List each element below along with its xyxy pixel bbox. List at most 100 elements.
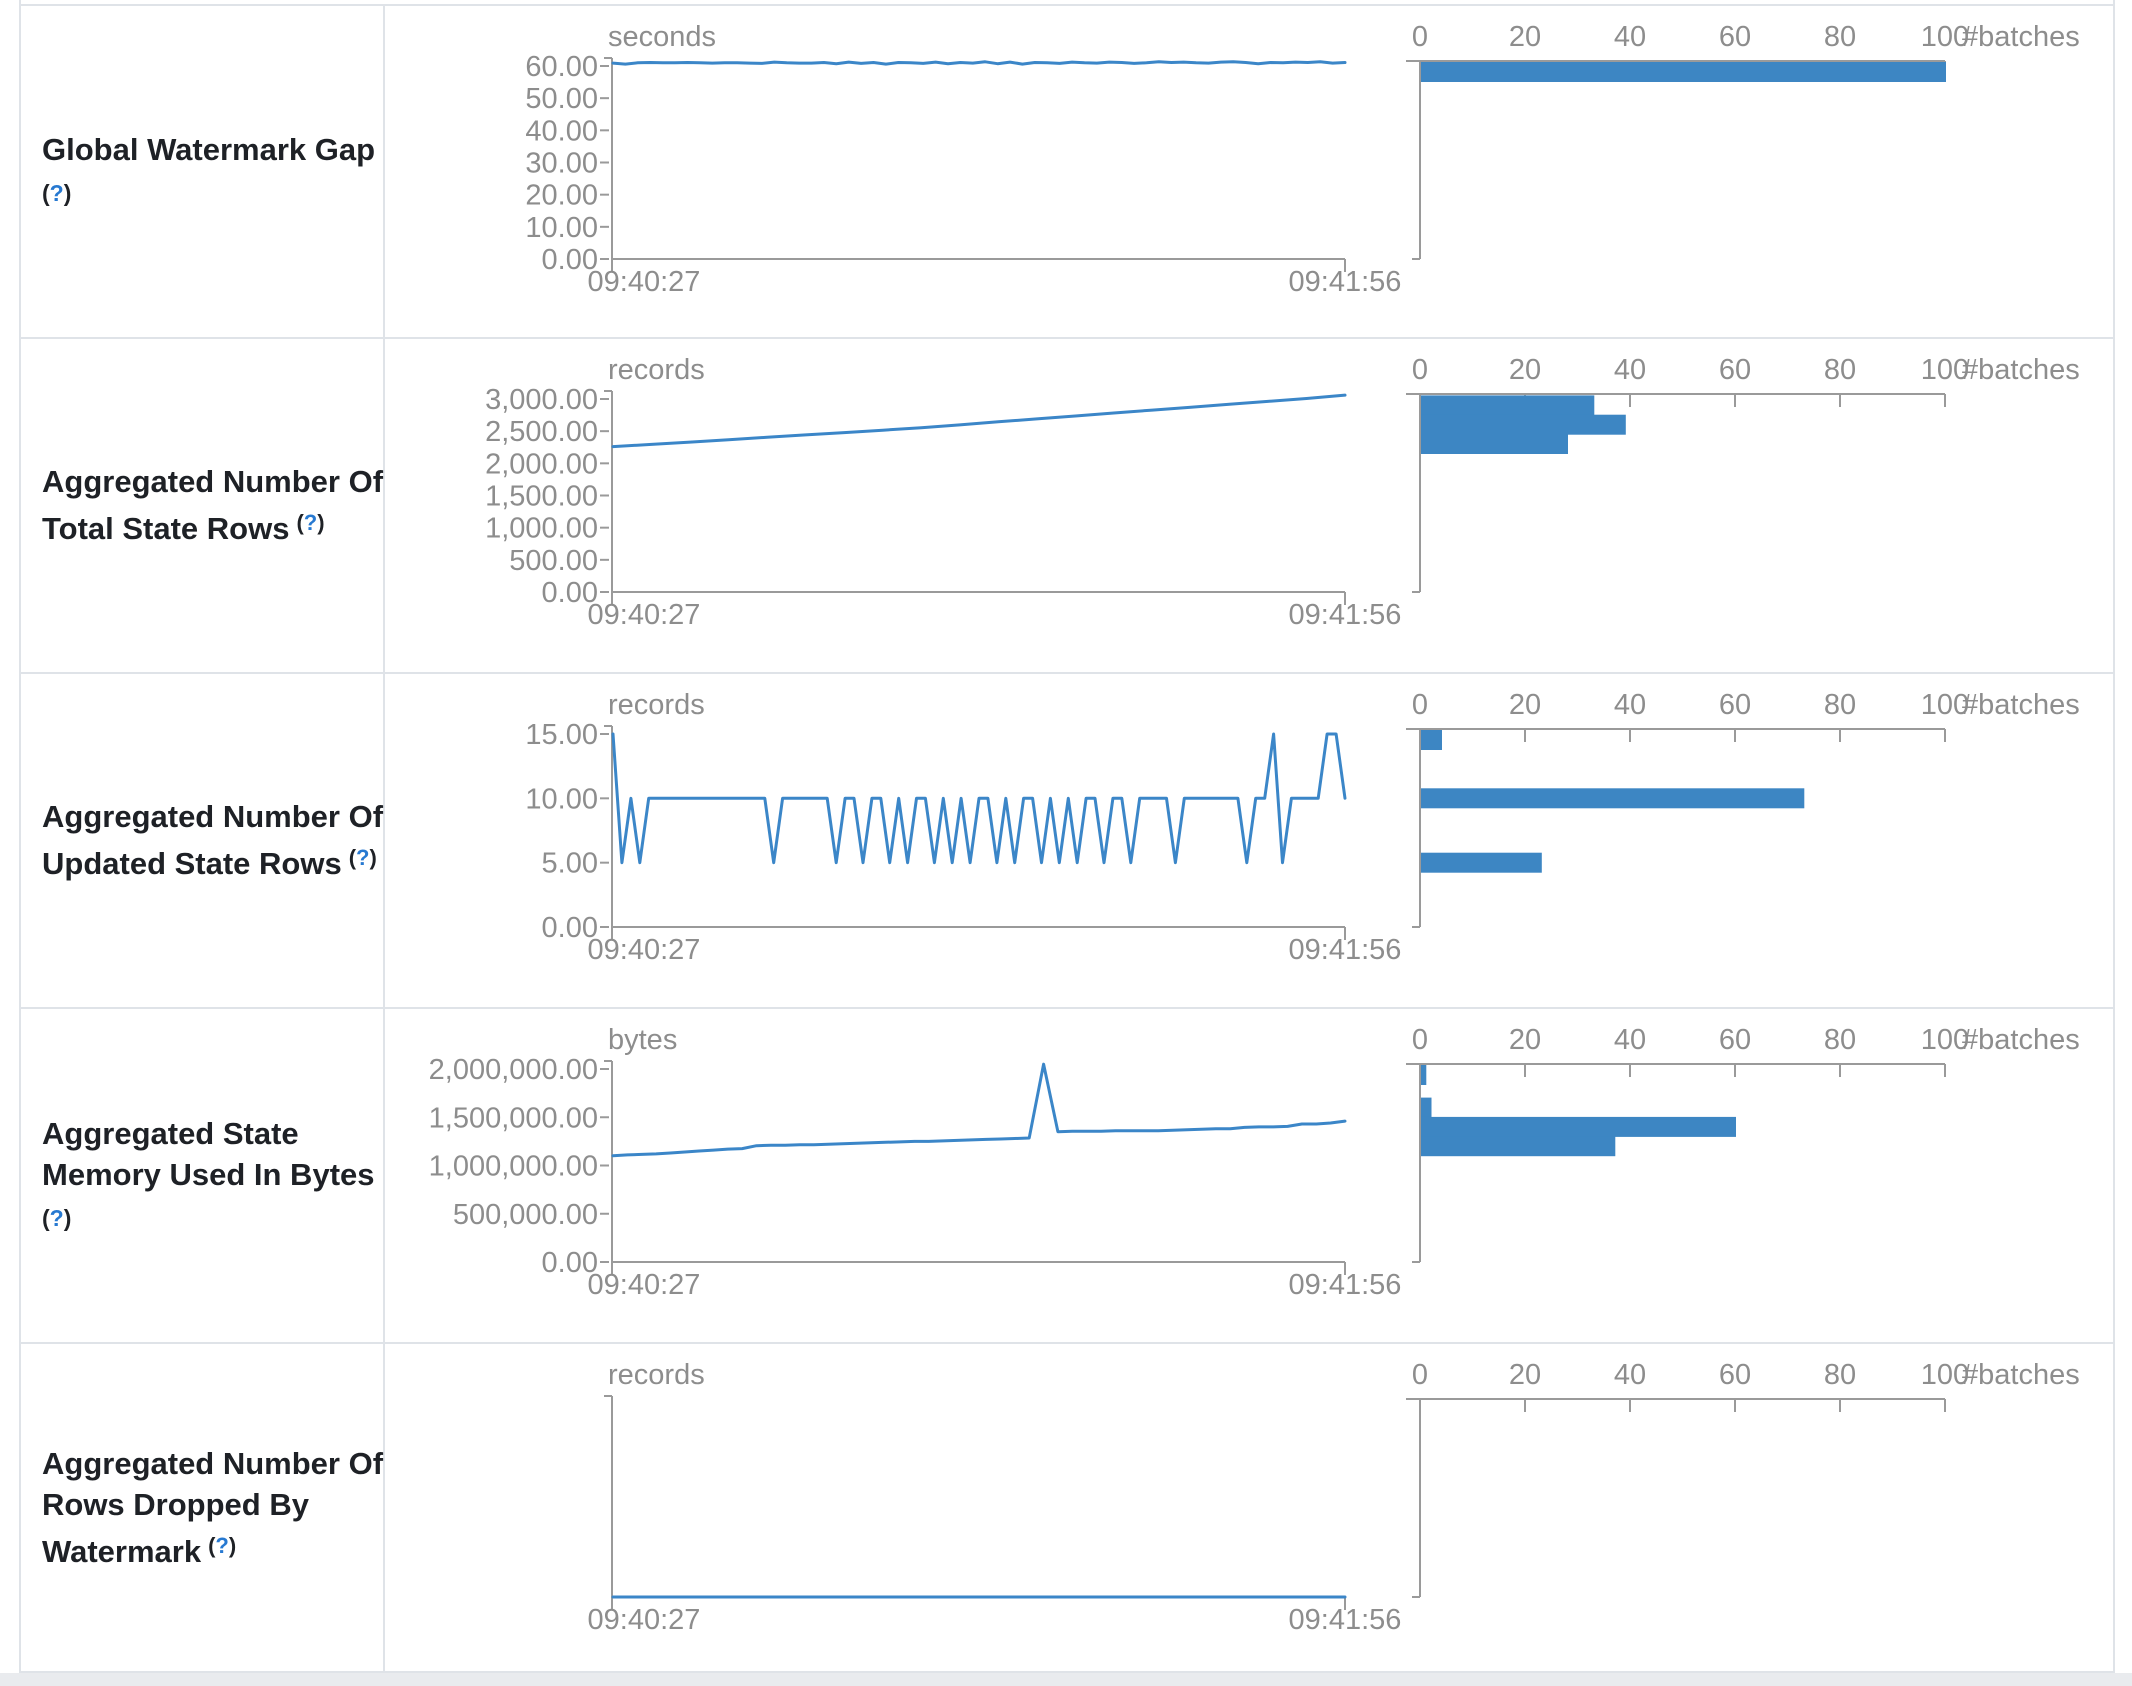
metric-charts-aggregated-state-memory-used-in-bytes: bytes 2,000,000.00 1,500,000.00 1,000,000.0…: [429, 1024, 2080, 1301]
histogram-x-tick-label: 60: [1719, 1359, 1751, 1391]
timeline-y-tick-label: 30.00: [525, 148, 598, 180]
histogram-x-tick-label: 0: [1412, 689, 1428, 721]
timeline-chart: seconds 60.0050.0040.0030.0020.0010.000.0…: [525, 21, 1401, 298]
histogram-x-tick-label: 0: [1412, 354, 1428, 386]
table-border-left: [19, 0, 21, 1672]
timeline-y-tick-label: 1,000,000.00: [429, 1151, 598, 1183]
timeline-series-line: [611, 60, 1347, 66]
histogram-x-tick-label: 20: [1509, 21, 1541, 53]
timeline-chart: records 09:40:27 09:41:56: [588, 1359, 1402, 1636]
timeline-unit-label: records: [608, 354, 705, 386]
help-link[interactable]: ?: [215, 1532, 229, 1558]
metric-charts-aggregated-number-of-total-state-rows: records3,000.002,500.002,000.001,500.001…: [485, 354, 2080, 631]
histogram-x-tick-label: 60: [1719, 21, 1751, 53]
help-link[interactable]: ?: [49, 180, 64, 206]
timeline-series-line: [611, 393, 1347, 449]
metric-name-line: Updated State Rows (?): [42, 837, 377, 884]
metric-name-aggregated-number-of-rows-dropped-by-watermark: Aggregated Number Of Rows Dropped By Water…: [42, 1342, 383, 1672]
metric-charts-aggregated-number-of-rows-dropped-by-watermark: records 09:40:27 09:41:56 0 20 40 60 80 100#batc…: [588, 1359, 2080, 1636]
metric-name-line: Memory Used In Bytes: [42, 1154, 377, 1195]
timeline-y-tick-label: 1,000.00: [485, 513, 598, 545]
metric-name-aggregated-number-of-updated-state-rows: Aggregated Number Of Updated State Rows (?…: [42, 672, 383, 1007]
histogram-chart: 0 20 40 60 80 100#batches: [1406, 1024, 2080, 1263]
histogram-x-tick-label: 0: [1412, 1359, 1428, 1391]
metric-name-text: Aggregated Number Of: [42, 1445, 384, 1481]
histogram-x-tick-label: 60: [1719, 689, 1751, 721]
help-parens: (?): [42, 1204, 72, 1231]
metric-name-global-watermark-gap: Global Watermark Gap (?): [42, 4, 377, 337]
histogram-x-tick-label: 80: [1824, 1024, 1856, 1056]
help-link[interactable]: ?: [303, 509, 318, 535]
metric-name-text: Rows Dropped By: [42, 1486, 309, 1522]
table-border-bottom: [19, 1671, 2115, 1673]
histogram-bar: [1421, 1097, 1432, 1118]
histogram-x-tick-label: 100: [1921, 1359, 1969, 1391]
metric-name-line: Rows Dropped By: [42, 1484, 377, 1525]
histogram-bar: [1421, 1136, 1616, 1157]
timeline-unit-label: records: [608, 1359, 705, 1391]
metric-name-line: (?): [42, 170, 377, 212]
timeline-y-tick-label: 0.00: [542, 1247, 598, 1279]
histogram-bar: [1421, 434, 1568, 454]
metric-name-aggregated-state-memory-used-in-bytes: Aggregated State Memory Used In Bytes (?): [42, 1007, 377, 1342]
timeline-y-tick-label: 10.00: [525, 783, 598, 815]
timeline-x-start-label: 09:40:27: [588, 1604, 701, 1636]
histogram-bar: [1421, 395, 1595, 416]
timeline-x-end-label: 09:41:56: [1289, 1604, 1402, 1636]
timeline-y-tick-label: 2,500.00: [485, 416, 598, 448]
help-parens: (?): [42, 180, 72, 206]
histogram-x-tick-label: 80: [1824, 354, 1856, 386]
histogram-x-tick-label: 0: [1412, 1024, 1428, 1056]
timeline-chart: bytes 2,000,000.00 1,500,000.00 1,000,000.0…: [429, 1024, 1402, 1301]
histogram-x-tick-label: 40: [1614, 21, 1646, 53]
histogram-x-tick-label: 20: [1509, 689, 1541, 721]
metric-name-text: Updated State Rows: [42, 845, 342, 881]
metric-name-text: Watermark: [42, 1533, 202, 1569]
timeline-series-line: [611, 1062, 1347, 1158]
help-link[interactable]: ?: [356, 844, 370, 870]
metric-charts-global-watermark-gap: seconds 60.0050.0040.0030.0020.0010.000.0…: [525, 21, 2080, 298]
metric-name-text: Aggregated Number Of: [42, 798, 384, 834]
row-separator: [19, 1342, 2115, 1344]
timeline-x-end-label: 09:41:56: [1289, 934, 1402, 966]
timeline-x-start-label: 09:40:27: [588, 934, 701, 966]
metric-name-line: Aggregated Number Of: [42, 461, 383, 502]
histogram-bar: [1421, 730, 1442, 750]
histogram-x-tick-label: 20: [1509, 1359, 1541, 1391]
histogram-x-tick-label: 100: [1921, 689, 1969, 721]
histogram-x-tick-label: 100: [1921, 21, 1969, 53]
metric-name-line: (?): [42, 1195, 377, 1237]
histogram-chart: 0 20 40 60 80 100#batches: [1406, 1359, 2080, 1598]
metric-name-line: Global Watermark Gap: [42, 129, 377, 170]
timeline-x-start-label: 09:40:27: [588, 1269, 701, 1301]
timeline-y-tick-label: 3,000.00: [485, 384, 598, 416]
histogram-axis-unit-label: #batches: [1962, 21, 2080, 53]
histogram-x-tick-label: 80: [1824, 1359, 1856, 1391]
histogram-x-tick-label: 60: [1719, 1024, 1751, 1056]
column-separator: [383, 4, 385, 1672]
timeline-y-tick-label: 50.00: [525, 83, 598, 115]
timeline-y-tick-label: 0.00: [542, 244, 598, 276]
histogram-axis-unit-label: #batches: [1962, 1359, 2080, 1391]
help-link[interactable]: ?: [49, 1204, 64, 1231]
metric-name-text: Total State Rows: [42, 510, 290, 546]
histogram-axis-unit-label: #batches: [1962, 354, 2080, 386]
metric-name-aggregated-number-of-total-state-rows: Aggregated Number Of Total State Rows (?): [42, 337, 383, 672]
metric-name-line: Watermark (?): [42, 1525, 377, 1572]
histogram-bar: [1421, 1116, 1736, 1137]
histogram-x-tick-label: 40: [1614, 689, 1646, 721]
row-separator: [19, 1007, 2115, 1009]
timeline-y-tick-label: 1,500.00: [485, 481, 598, 513]
table-border-top: [19, 4, 2115, 6]
metric-name-text: Aggregated State: [42, 1115, 299, 1151]
histogram-bar: [1421, 62, 1946, 82]
histogram-bar: [1421, 788, 1805, 809]
timeline-y-tick-label: 500.00: [509, 545, 598, 577]
timeline-series-line: [611, 732, 1347, 865]
histogram-axis-unit-label: #batches: [1962, 689, 2080, 721]
timeline-y-tick-label: 15.00: [525, 719, 598, 751]
histogram-x-tick-label: 20: [1509, 1024, 1541, 1056]
histogram-x-tick-label: 100: [1921, 354, 1969, 386]
